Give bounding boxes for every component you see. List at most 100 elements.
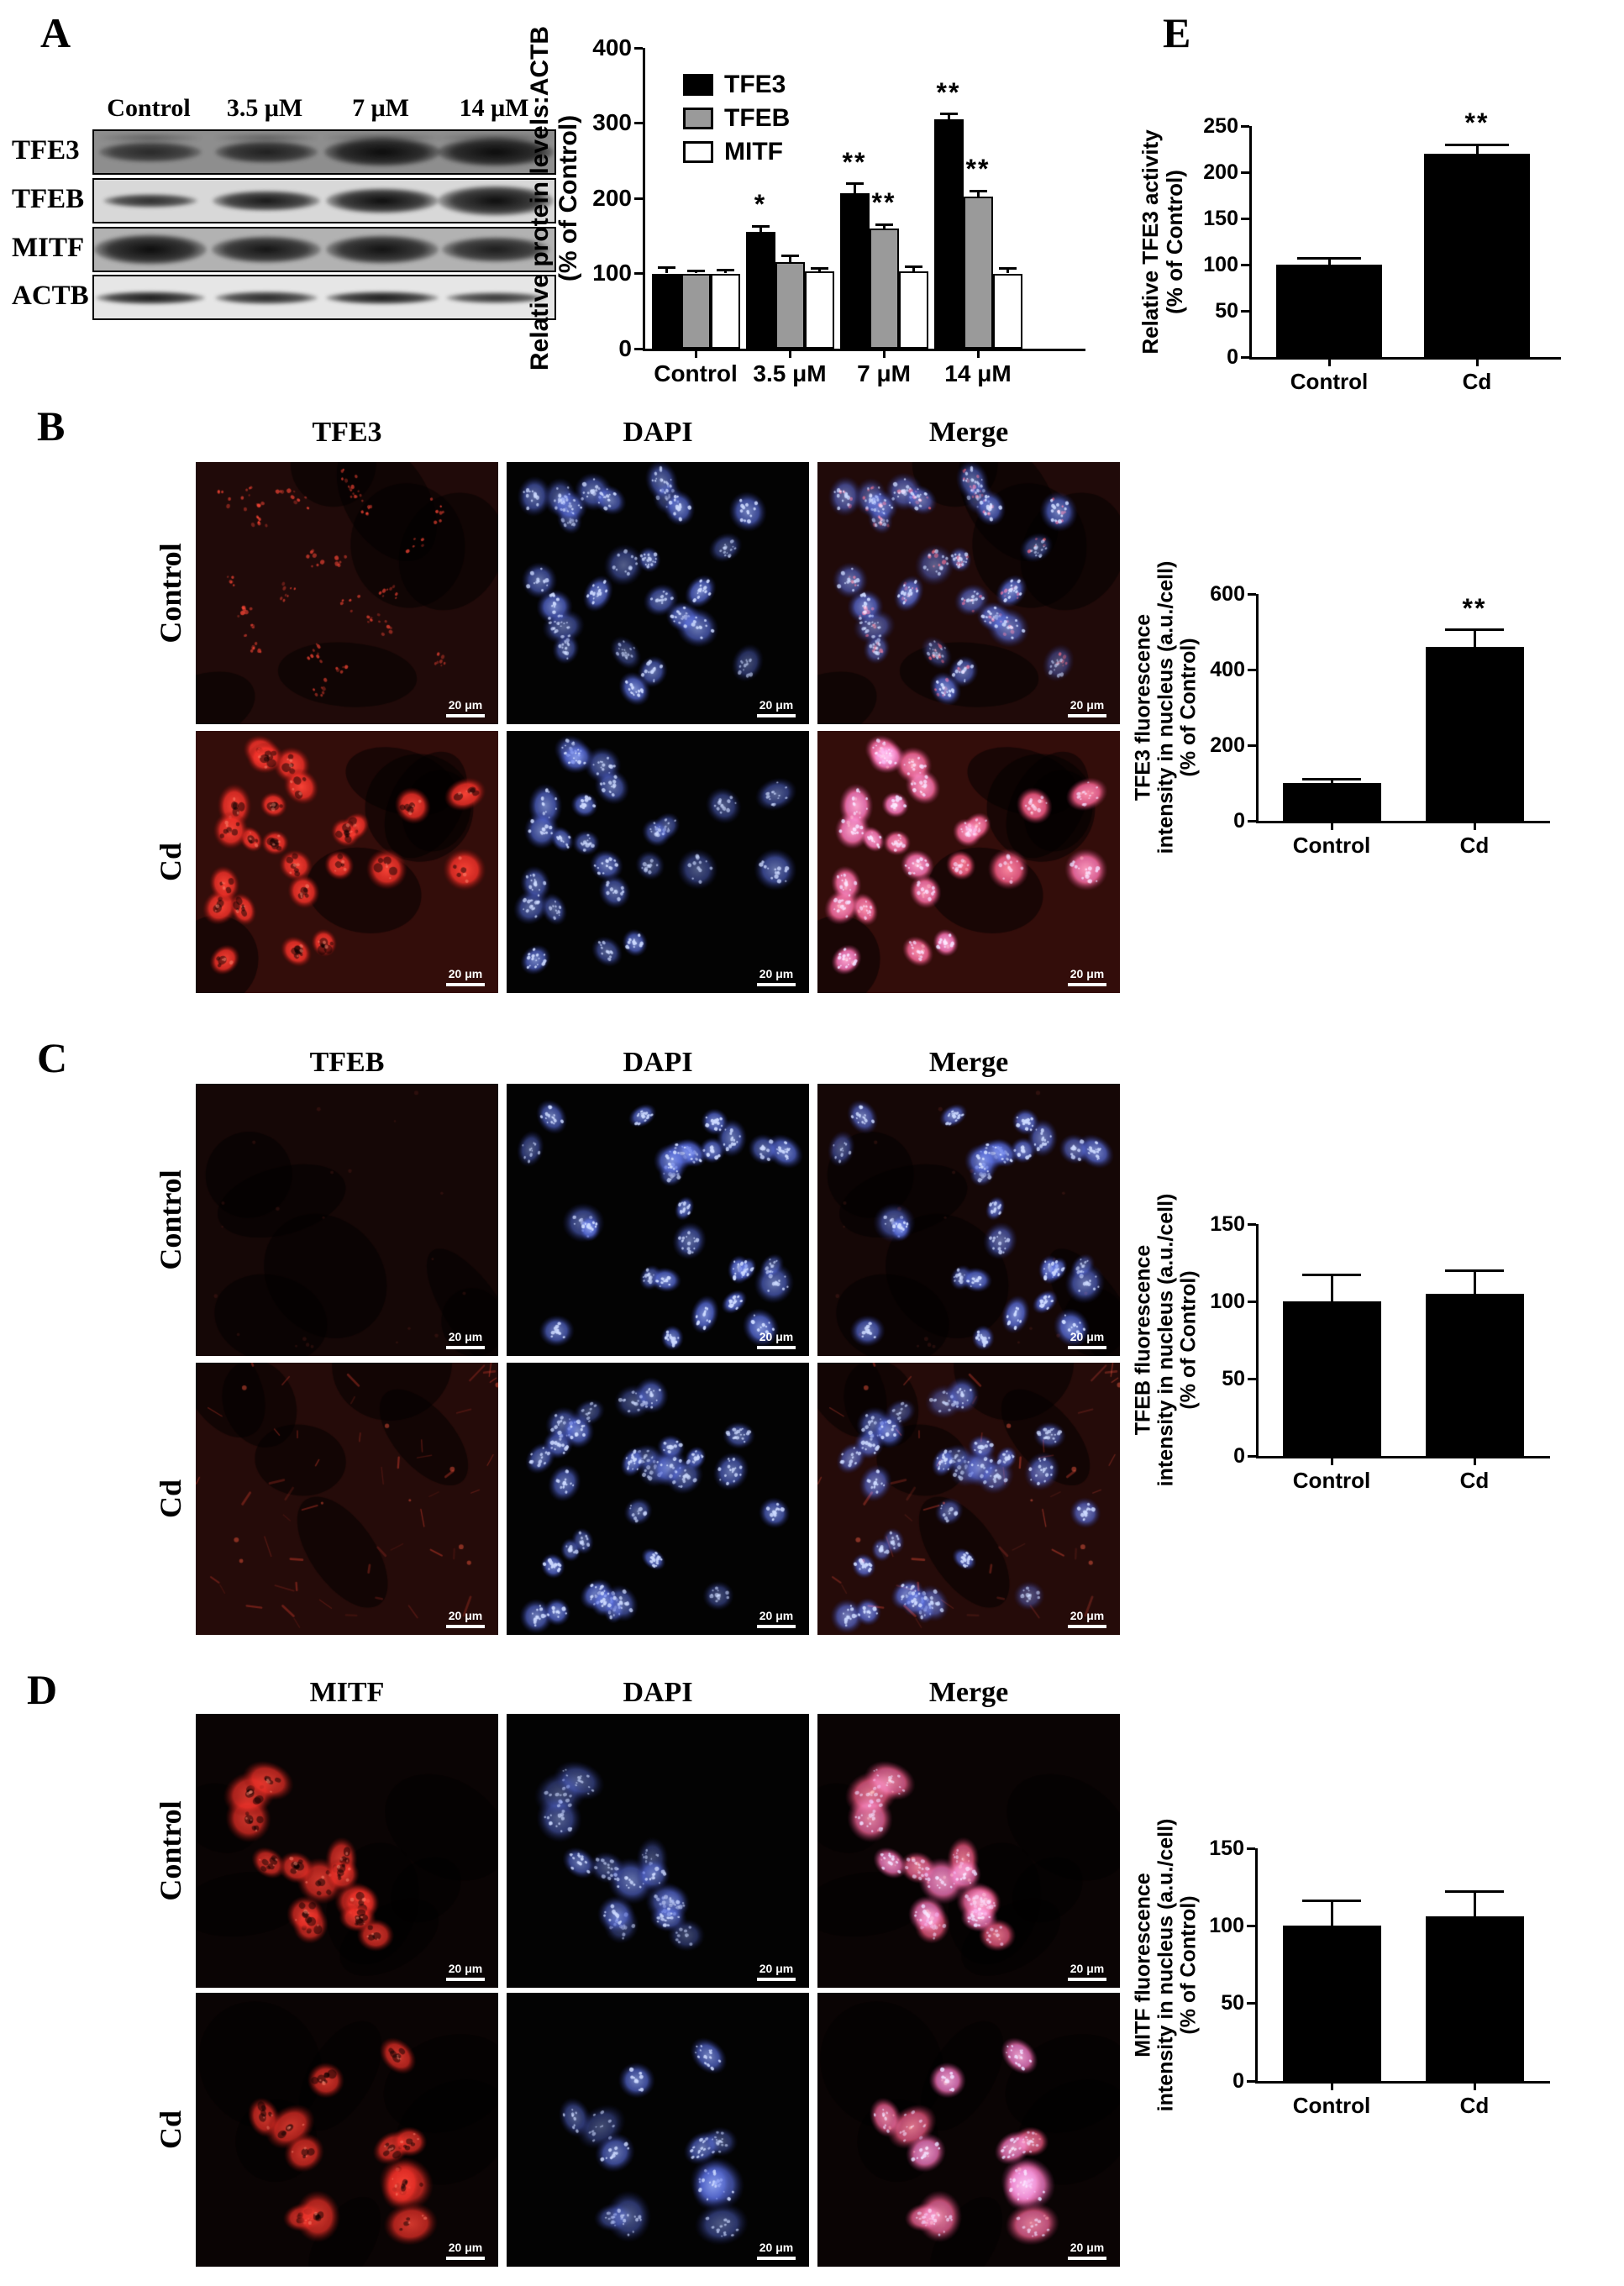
error-bar-cap — [1444, 1269, 1505, 1272]
x-tick-label: Control — [1292, 1468, 1371, 1493]
y-tick — [1248, 668, 1256, 671]
scale-bar-line — [1068, 714, 1106, 717]
bar-tfe3-3 — [933, 119, 964, 349]
micrograph-canvas — [507, 1363, 809, 1635]
panel-a-letter: A — [40, 9, 71, 56]
legend-label-tfe3: TFE3 — [724, 71, 786, 98]
micrograph-canvas — [507, 731, 809, 993]
y-axis-label-line: intensity in nucleus (a.u./cell) — [1154, 1818, 1178, 2111]
error-bar-line — [788, 255, 791, 263]
y-tick — [1248, 744, 1256, 747]
blot-box-tfeb — [92, 178, 556, 223]
bar-tfeb-0 — [681, 273, 711, 349]
bar-tfe3-fluorescence-0 — [1282, 783, 1381, 821]
bar-tfeb-fluorescence-1 — [1425, 1293, 1524, 1456]
panel-b-col-header-tfe3: TFE3 — [312, 417, 382, 448]
blot-band — [215, 291, 318, 304]
error-bar-line — [1327, 258, 1331, 265]
y-tick-label: 0 — [1227, 344, 1238, 369]
blot-band — [94, 234, 207, 265]
scale-bar-line — [757, 1346, 796, 1349]
blot-band — [215, 141, 318, 163]
y-tick-label: 100 — [1210, 1289, 1245, 1313]
y-tick-label: 0 — [1232, 2068, 1244, 2093]
error-bar-cap — [875, 223, 893, 226]
y-tick — [1241, 171, 1249, 174]
y-tick — [1248, 1222, 1256, 1226]
error-bar-cap — [1444, 1890, 1505, 1894]
y-tick — [1247, 1924, 1255, 1927]
blot-row-label-mitf: MITF — [12, 233, 85, 263]
blot-row-label-tfe3: TFE3 — [12, 135, 80, 166]
y-tick — [1247, 2079, 1255, 2083]
scale-bar: 20 μm — [757, 1962, 796, 1981]
y-axis-label-line: (% of Control) — [554, 114, 582, 282]
scale-bar: 20 μm — [1068, 1962, 1106, 1981]
y-axis-label-line: Relative protein levels:ACTB — [526, 25, 554, 371]
scale-bar-line — [446, 2257, 485, 2260]
scale-bar: 20 μm — [1068, 2241, 1106, 2260]
x-tick-label: Control — [1290, 369, 1369, 394]
error-bar-line — [1473, 629, 1476, 647]
significance-marker: ** — [871, 187, 896, 218]
x-tick-label: 14 μM — [944, 360, 1012, 386]
scale-bar: 20 μm — [1068, 1609, 1106, 1628]
blot-band — [326, 291, 439, 304]
y-tick — [634, 122, 643, 124]
bar-tfeb-fluorescence-0 — [1282, 1301, 1381, 1456]
scale-bar-label: 20 μm — [1070, 1329, 1105, 1343]
panel-c-row-label-control: Control — [154, 1169, 187, 1270]
micrograph-b-control-tfe3: 20 μm — [196, 462, 498, 724]
y-tick — [1248, 1454, 1256, 1458]
blot-lane-header-control: Control — [107, 94, 191, 122]
micrograph-canvas — [196, 1363, 498, 1635]
y-axis-label-line: (% of Control) — [1176, 1894, 1201, 2035]
y-tick-label: 0 — [1233, 1443, 1245, 1468]
micrograph-d-control-mitf: 20 μm — [196, 1714, 498, 1988]
bar-mitf-fluorescence-0 — [1282, 1926, 1381, 2081]
micrograph-c-control-merge: 20 μm — [817, 1084, 1120, 1356]
panel-c-col-header-dapi: DAPI — [623, 1047, 693, 1078]
error-bar-line — [912, 266, 915, 271]
y-tick-label: 200 — [1210, 733, 1245, 757]
scale-bar-label: 20 μm — [1070, 966, 1105, 980]
micrograph-d-control-dapi: 20 μm — [507, 1714, 809, 1988]
micrograph-canvas — [817, 1084, 1120, 1356]
y-tick — [1247, 2002, 1255, 2005]
scale-bar-line — [446, 983, 485, 986]
error-bar-cap — [969, 189, 987, 192]
y-tick-label: 400 — [592, 34, 632, 60]
scale-bar-line — [1068, 1625, 1106, 1628]
bar-tfe3-1 — [745, 232, 775, 349]
x-tick — [1473, 1458, 1476, 1465]
y-axis-label-line: TFEB fluorescence — [1131, 1244, 1155, 1436]
panel-b-row-label-control: Control — [154, 543, 187, 644]
micrograph-canvas — [507, 1993, 809, 2267]
error-bar-cap — [904, 265, 922, 268]
panel-b-col-header-dapi: DAPI — [623, 417, 693, 448]
significance-marker: ** — [1464, 108, 1490, 138]
micrograph-b-control-merge: 20 μm — [817, 462, 1120, 724]
x-axis — [1255, 2081, 1550, 2084]
blot-band — [442, 237, 549, 262]
bar-tfeb-1 — [775, 262, 805, 349]
blot-row-label-tfeb: TFEB — [12, 184, 85, 214]
significance-marker: ** — [936, 76, 961, 108]
scale-bar-line — [757, 983, 796, 986]
scale-bar-label: 20 μm — [1070, 1608, 1105, 1622]
blot-band-upper — [324, 133, 440, 143]
panel-c-row-label-cd: Cd — [154, 1479, 187, 1519]
blot-band — [212, 236, 321, 263]
x-tick — [1330, 1458, 1333, 1465]
micrograph-canvas — [507, 1714, 809, 1988]
y-tick-label: 200 — [592, 184, 632, 211]
y-axis — [1256, 1224, 1259, 1458]
panel-d-row-label-cd: Cd — [154, 2110, 187, 2150]
micrograph-canvas — [817, 731, 1120, 993]
error-bar-cap — [1297, 256, 1361, 260]
micrograph-c-control-dapi: 20 μm — [507, 1084, 809, 1356]
y-axis-label-line: (% of Control) — [1162, 169, 1187, 314]
y-tick — [634, 272, 643, 275]
y-tick-label: 50 — [1222, 1366, 1245, 1390]
y-tick — [1241, 263, 1249, 266]
